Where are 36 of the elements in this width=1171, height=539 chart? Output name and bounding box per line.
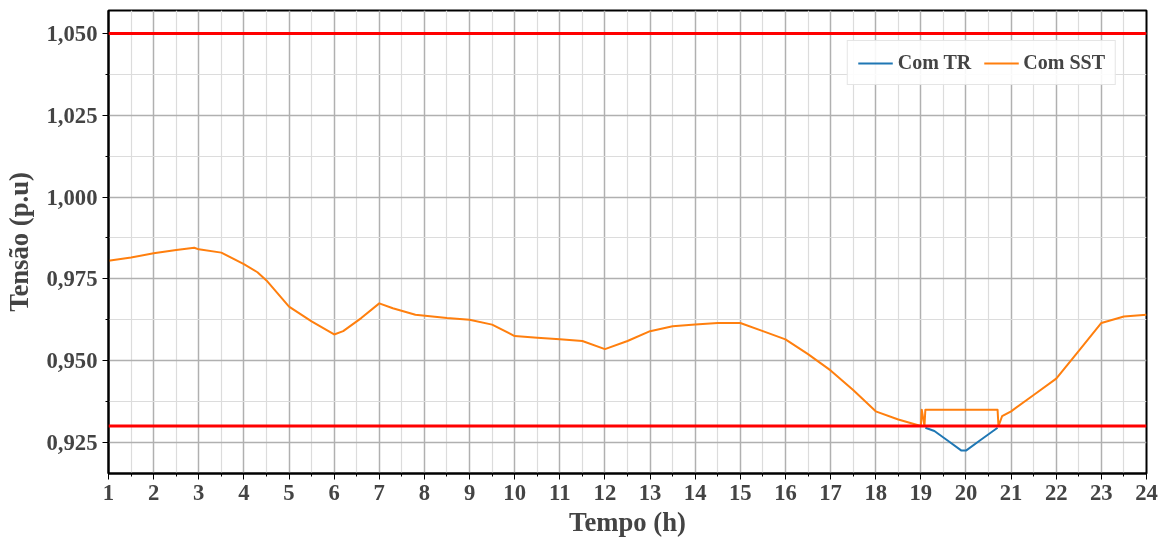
x-axis-title: Tempo (h) bbox=[569, 506, 686, 537]
x-tick-label: 15 bbox=[729, 479, 752, 505]
x-tick-label: 2 bbox=[147, 479, 160, 505]
x-tick-label: 13 bbox=[638, 479, 662, 505]
y-axis-title: Tensão (p.u) bbox=[3, 172, 34, 312]
x-tick-label: 17 bbox=[819, 479, 842, 505]
legend-label: Com TR bbox=[897, 51, 972, 74]
x-tick-label: 8 bbox=[418, 479, 431, 505]
line-series bbox=[108, 246, 1147, 428]
x-tick-label: 9 bbox=[463, 479, 476, 505]
x-tick-label: 12 bbox=[593, 479, 617, 505]
x-tick-label: 23 bbox=[1090, 479, 1113, 505]
y-tick-label: 1,000 bbox=[46, 184, 98, 210]
x-tick-label: 20 bbox=[954, 479, 978, 505]
x-tick-label: 5 bbox=[283, 479, 295, 505]
x-tick-label: 14 bbox=[683, 479, 707, 505]
x-tick-label: 24 bbox=[1135, 479, 1158, 505]
x-tick-label: 19 bbox=[909, 479, 933, 505]
x-tick-label: 6 bbox=[328, 479, 340, 505]
x-tick-label: 1 bbox=[102, 479, 115, 505]
y-tick-label: 0,925 bbox=[46, 429, 98, 455]
x-tick-label: 10 bbox=[503, 479, 526, 505]
y-tick-label: 1,050 bbox=[46, 20, 98, 46]
x-tick-label: 21 bbox=[999, 479, 1023, 505]
legend-label: Com SST bbox=[1023, 51, 1105, 74]
x-tick-label: 18 bbox=[864, 479, 888, 505]
x-tick-label: 4 bbox=[238, 479, 250, 505]
x-tick-label: 16 bbox=[774, 479, 797, 505]
y-tick-label: 0,950 bbox=[46, 348, 98, 374]
x-tick-label: 7 bbox=[373, 479, 385, 505]
x-tick-label: 22 bbox=[1044, 479, 1068, 505]
y-tick-label: 0,975 bbox=[46, 266, 98, 292]
x-tick-label: 11 bbox=[549, 479, 571, 505]
x-tick-label: 3 bbox=[193, 479, 205, 505]
line-series bbox=[924, 426, 999, 452]
y-tick-label: 1,025 bbox=[46, 102, 98, 128]
